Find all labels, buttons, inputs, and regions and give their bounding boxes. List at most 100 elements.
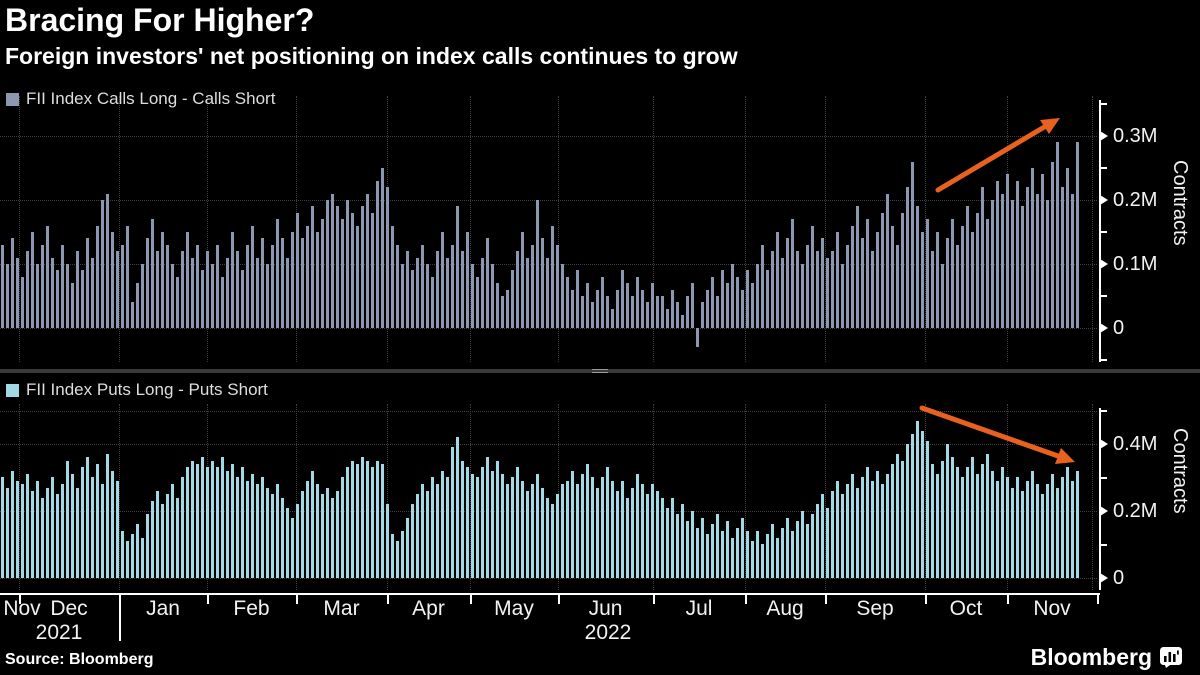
puts-bar xyxy=(366,461,369,578)
gridline-v xyxy=(925,404,926,590)
puts-bar xyxy=(136,524,139,578)
puts-bar xyxy=(446,477,449,578)
y-tick-major xyxy=(1100,259,1108,269)
gridline-v xyxy=(825,96,826,362)
y-tick-label: 0.2M xyxy=(1113,500,1158,522)
calls-bar xyxy=(991,200,994,328)
calls-bar xyxy=(486,238,489,328)
gridline-h xyxy=(0,328,1097,329)
month-label: Oct xyxy=(949,597,983,620)
calls-bar xyxy=(526,258,529,328)
puts-bar xyxy=(716,514,719,578)
puts-bar xyxy=(996,481,999,578)
calls-bar xyxy=(981,187,984,328)
page-title: Bracing For Higher? xyxy=(5,2,315,38)
calls-bar xyxy=(66,264,69,328)
y-tick-minor xyxy=(1099,295,1107,297)
calls-bar xyxy=(586,283,589,328)
calls-bar xyxy=(306,226,309,328)
puts-bar xyxy=(296,504,299,578)
calls-bar xyxy=(1046,200,1049,328)
puts-bar xyxy=(1036,484,1039,578)
calls-bar xyxy=(496,283,499,328)
calls-bar xyxy=(816,251,819,328)
gridline-v xyxy=(825,404,826,590)
calls-bar xyxy=(906,187,909,328)
puts-bar xyxy=(121,531,124,578)
calls-bar xyxy=(911,162,914,328)
gridline-v xyxy=(19,96,20,362)
x-tick xyxy=(1007,595,1009,604)
y-tick-major xyxy=(1100,439,1108,449)
calls-bar xyxy=(231,232,234,328)
calls-bar xyxy=(566,277,569,328)
puts-bar xyxy=(436,484,439,578)
puts-bar xyxy=(551,504,554,578)
puts-bar xyxy=(271,494,274,578)
calls-bar xyxy=(186,232,189,328)
puts-bar xyxy=(586,464,589,578)
calls-bar xyxy=(276,219,279,328)
calls-bar xyxy=(351,213,354,328)
puts-bar xyxy=(431,477,434,578)
month-label: Sep xyxy=(856,597,894,620)
calls-bar xyxy=(936,232,939,328)
calls-bar xyxy=(311,206,314,328)
puts-bar xyxy=(491,471,494,578)
calls-bar xyxy=(961,226,964,328)
calls-bar xyxy=(601,277,604,328)
puts-bar xyxy=(391,534,394,578)
gridline-v xyxy=(745,96,746,362)
puts-bar xyxy=(1031,471,1034,578)
puts-bar xyxy=(406,518,409,578)
calls-bar xyxy=(51,258,54,328)
calls-bar xyxy=(176,277,179,328)
puts-bar xyxy=(196,464,199,578)
puts-bar xyxy=(231,464,234,578)
y-tick-label: 0 xyxy=(1113,567,1125,589)
puts-bar xyxy=(531,484,534,578)
calls-bar xyxy=(446,258,449,328)
calls-bar xyxy=(106,194,109,328)
y-tick-minor xyxy=(1099,231,1107,233)
puts-bar xyxy=(941,461,944,578)
puts-bar xyxy=(1006,477,1009,578)
y-tick-minor xyxy=(1099,409,1107,412)
puts-bar xyxy=(811,514,814,578)
gridline-h xyxy=(0,136,1097,137)
puts-bar xyxy=(581,474,584,578)
puts-bar xyxy=(731,538,734,578)
puts-bar xyxy=(376,461,379,578)
puts-bar xyxy=(841,494,844,578)
gridline-v xyxy=(387,404,388,590)
month-label: Feb xyxy=(233,597,270,620)
calls-bar xyxy=(561,264,564,328)
month-label: Nov xyxy=(1033,597,1071,620)
puts-bar xyxy=(341,477,344,578)
gridline-h xyxy=(0,200,1097,201)
calls-bar xyxy=(571,290,574,328)
panel-divider-handle[interactable] xyxy=(592,368,608,374)
calls-bar xyxy=(466,232,469,328)
puts-bar xyxy=(66,461,69,578)
calls-bar xyxy=(666,309,669,328)
puts-bar xyxy=(756,531,759,578)
calls-bar xyxy=(866,219,869,328)
puts-bar xyxy=(126,541,129,578)
puts-bar xyxy=(1056,488,1059,578)
calls-bar xyxy=(216,245,219,328)
puts-bar xyxy=(26,474,29,578)
puts-bar xyxy=(191,461,194,578)
puts-bar xyxy=(16,481,19,578)
puts-bar xyxy=(616,491,619,578)
calls-bar xyxy=(1,245,4,328)
puts-bar xyxy=(611,481,614,578)
y-tick-label: 0 xyxy=(1113,317,1125,339)
gridline-h xyxy=(0,578,1097,579)
month-label: Aug xyxy=(766,597,804,620)
puts-bar xyxy=(361,457,364,578)
puts-bar xyxy=(266,488,269,578)
calls-bar xyxy=(261,238,264,328)
puts-bar xyxy=(951,457,954,578)
puts-bar xyxy=(826,508,829,578)
